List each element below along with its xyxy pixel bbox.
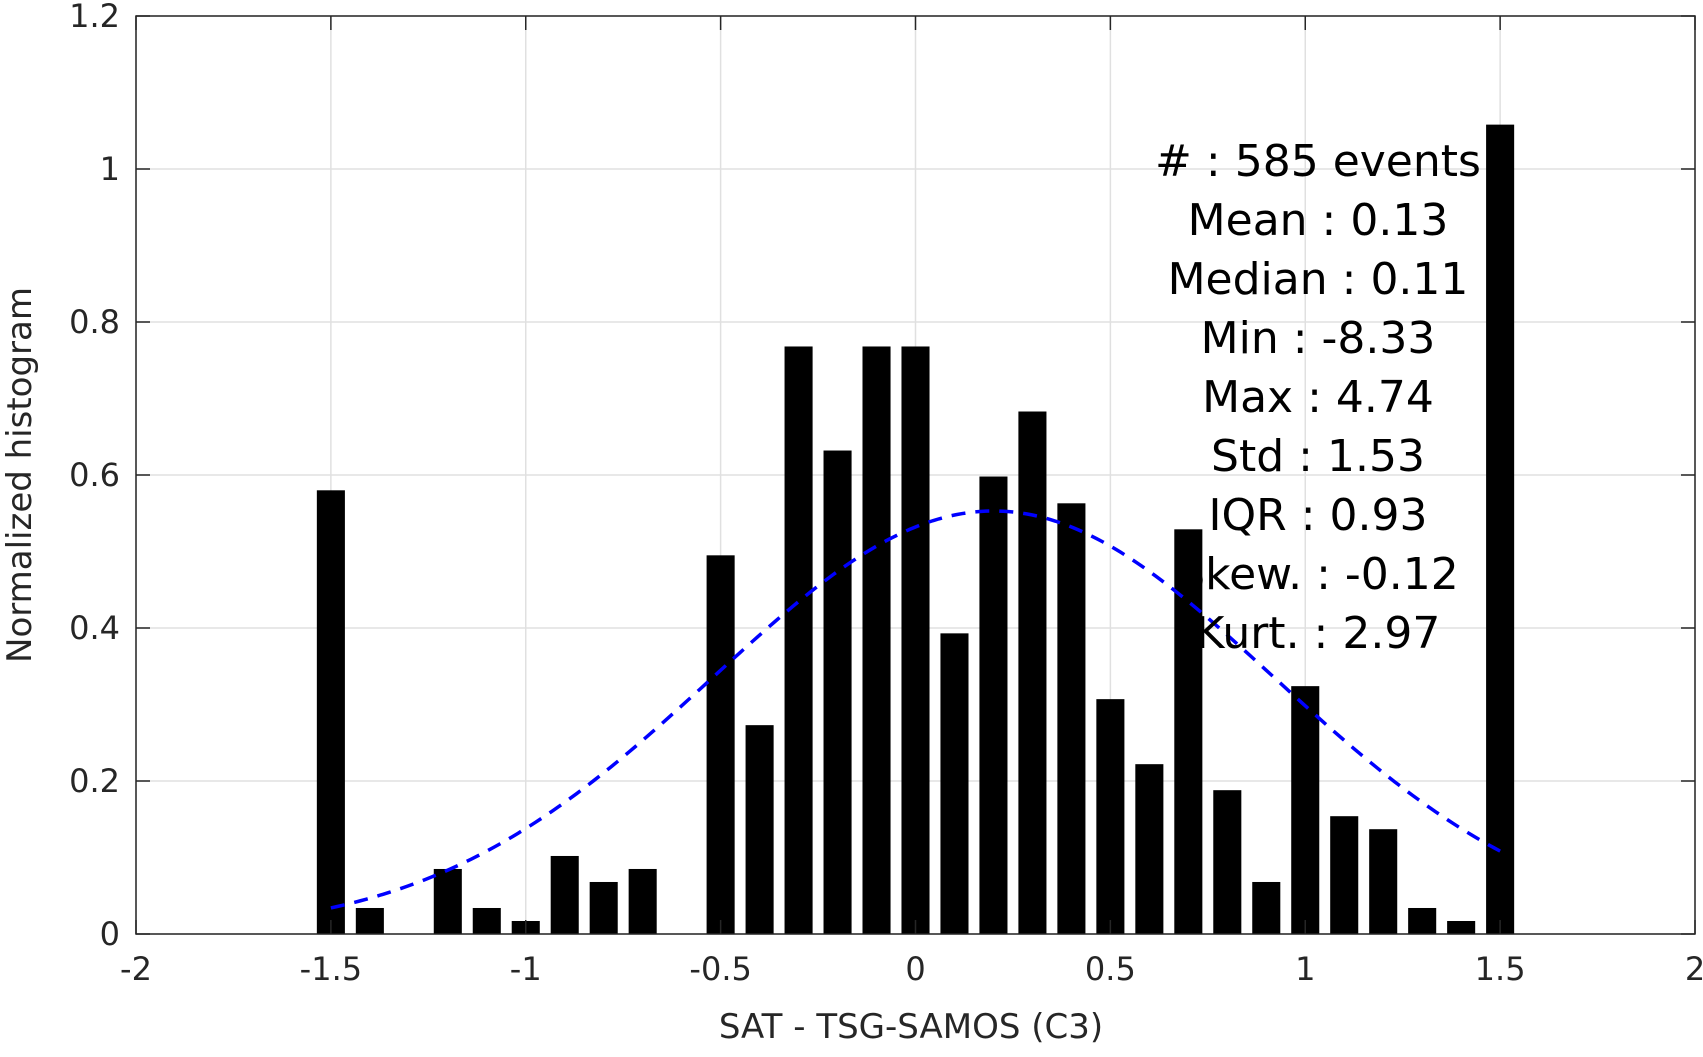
stats-label: IQR <box>1209 490 1301 541</box>
histogram-bar <box>940 633 969 934</box>
y-tick-label: 0.8 <box>69 303 120 341</box>
stats-line: Mean : 0.13 <box>1188 195 1449 246</box>
x-tick-label: -1 <box>510 950 542 988</box>
y-tick-label: 0.2 <box>69 762 120 800</box>
y-tick-label: 0 <box>100 915 120 953</box>
stats-value: -8.33 <box>1322 313 1436 364</box>
histogram-bar <box>589 881 618 934</box>
histogram-bar <box>1135 764 1164 934</box>
stats-label: Skew. <box>1177 549 1316 600</box>
stats-value: -0.12 <box>1345 549 1459 600</box>
histogram-bar <box>550 855 579 934</box>
histogram-bar <box>901 346 930 935</box>
x-tick-label: -1.5 <box>300 950 362 988</box>
histogram-bar <box>1018 411 1047 934</box>
histogram-bar <box>1330 816 1359 934</box>
gaussian-fit-curve <box>330 509 1501 910</box>
histogram-bar <box>316 490 345 934</box>
stats-separator: : <box>1206 136 1235 187</box>
stats-value: 1.53 <box>1327 431 1425 482</box>
histogram-bar <box>706 555 735 934</box>
stats-label: Std <box>1211 431 1298 482</box>
histogram-bar <box>979 476 1008 934</box>
stats-line: Kurt. : 2.97 <box>1196 608 1441 659</box>
histogram-bar <box>472 907 501 934</box>
histogram-bar <box>1057 503 1086 934</box>
y-tick-label: 0.6 <box>69 456 120 494</box>
stats-line: Std : 1.53 <box>1211 431 1425 482</box>
x-tick-label: 0 <box>905 950 925 988</box>
histogram-bar <box>1213 790 1242 934</box>
x-axis-title: SAT - TSG-SAMOS (C3) <box>719 1007 1103 1047</box>
stats-separator: : <box>1314 608 1343 659</box>
tick-labels-layer: -2 -1.5 -1 -0.5 0 0.5 1 1.5 2 0 0.2 0.4 0.6 0.8 1 1.2 <box>69 0 1703 988</box>
histogram-bar <box>433 868 462 934</box>
histogram-bar <box>1486 124 1515 934</box>
stats-line: IQR : 0.93 <box>1209 490 1428 541</box>
stats-line: Min : -8.33 <box>1201 313 1436 364</box>
stats-label: # <box>1155 136 1206 187</box>
x-tick-label: 0.5 <box>1085 950 1136 988</box>
histogram-bar <box>1447 920 1476 934</box>
y-tick-label: 1 <box>100 150 120 188</box>
stats-value: 0.93 <box>1330 490 1428 541</box>
stats-separator: : <box>1322 195 1351 246</box>
histogram-bar <box>1174 529 1203 934</box>
stats-separator: : <box>1298 431 1327 482</box>
stats-value: 2.97 <box>1342 608 1440 659</box>
stats-line: Median : 0.11 <box>1168 254 1469 305</box>
histogram-bar <box>862 346 891 935</box>
histogram-bar <box>628 868 657 934</box>
stats-separator: : <box>1342 254 1371 305</box>
histogram-bar <box>1369 829 1398 934</box>
histogram-bar <box>745 725 774 934</box>
stats-value: 0.13 <box>1350 195 1448 246</box>
stats-line: Skew. : -0.12 <box>1177 549 1459 600</box>
stats-label: Kurt. <box>1196 608 1314 659</box>
stats-value: 4.74 <box>1336 372 1434 423</box>
stats-separator: : <box>1316 549 1345 600</box>
stats-separator: : <box>1293 313 1322 364</box>
stats-separator: : <box>1307 372 1336 423</box>
y-tick-label: 1.2 <box>69 0 120 35</box>
stats-line: Max : 4.74 <box>1202 372 1434 423</box>
stats-value: 0.11 <box>1370 254 1468 305</box>
bars-layer <box>316 124 1515 935</box>
histogram-bar <box>1096 699 1125 934</box>
stats-line: # : 585 events <box>1155 136 1481 187</box>
axes-layer <box>135 15 1696 935</box>
stats-value: 585 events <box>1235 136 1481 187</box>
stats-label: Mean <box>1188 195 1322 246</box>
x-tick-label: 1.5 <box>1475 950 1526 988</box>
x-tick-label: -2 <box>120 950 152 988</box>
fit-curve-layer <box>330 509 1501 910</box>
y-axis-title: Normalized histogram <box>0 287 40 663</box>
x-tick-label: 2 <box>1685 950 1703 988</box>
histogram-bar <box>1408 907 1437 934</box>
x-tick-label: -0.5 <box>689 950 751 988</box>
x-tick-label: 1 <box>1295 950 1315 988</box>
stats-label: Max <box>1202 372 1307 423</box>
stats-separator: : <box>1301 490 1330 541</box>
histogram-bar <box>1252 881 1281 934</box>
y-tick-label: 0.4 <box>69 609 120 647</box>
stats-label: Median <box>1168 254 1342 305</box>
histogram-bar <box>823 450 852 934</box>
histogram-bar <box>1291 686 1320 934</box>
histogram-bar <box>784 346 813 935</box>
histogram-bar <box>355 907 384 934</box>
stats-label: Min <box>1201 313 1293 364</box>
